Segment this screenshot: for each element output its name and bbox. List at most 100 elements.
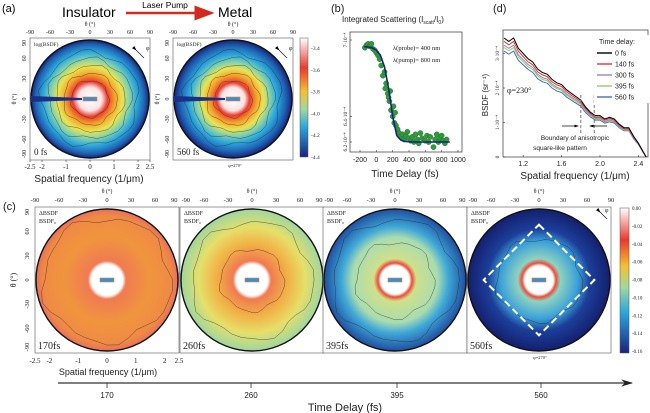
phi-270-label: φ=270°	[228, 163, 242, 168]
data-point	[417, 130, 424, 136]
panel-a: θ (°) -90 -60 -30 0 30 60 90 90 60 30 0 -30 -60 -90 θ (…	[11, 21, 320, 185]
metal-label: Metal	[218, 4, 252, 20]
x-axis-label: Time Delay (fs)	[371, 169, 438, 180]
y-tick-label: 1·10⁻⁴	[495, 115, 501, 130]
x-tick-label: 800	[436, 157, 448, 164]
y-tick-label: 2·10⁻⁴	[495, 80, 501, 95]
legend-item-label: 395 fs	[615, 84, 635, 91]
freq-tick-label: 0	[88, 163, 92, 171]
data-point	[382, 85, 389, 92]
map-time-label: 560 fs	[177, 147, 200, 157]
theta-tick-label: 0	[393, 197, 396, 204]
theta-tick-label: -90	[22, 150, 28, 158]
theta-tick-label: -60	[487, 197, 496, 204]
theta-tick-label: -30	[66, 30, 74, 36]
theta-tick-label: -90	[26, 30, 34, 36]
chart-title-part: /I	[434, 15, 438, 24]
map-quantity-label: BSDF₀	[184, 219, 201, 225]
square-pattern-boundary	[482, 223, 596, 337]
map-quantity-label: ΔBSDF	[184, 211, 204, 217]
specular-spot	[387, 277, 403, 283]
theta-tick-label: 0	[89, 30, 92, 36]
theta-tick-label: 90	[22, 40, 28, 46]
theta-tick-label: -90	[31, 197, 40, 204]
freq-tick-label: 0	[105, 357, 109, 365]
x-tick-label: 1000	[450, 157, 466, 164]
time-axis-tick-label: 260	[244, 391, 258, 400]
chart-title-part: Integrated Scattering (I	[342, 15, 423, 24]
panel-d-label: (d)	[493, 3, 506, 15]
series-line-560fs	[503, 50, 647, 158]
freq-tick-label: 1	[134, 357, 138, 365]
freq-tick-label: 1	[112, 163, 116, 171]
x-tick-label: 400	[403, 157, 415, 164]
theta-tick-label: 0	[165, 98, 171, 101]
theta-tick-label: -60	[200, 197, 209, 204]
map-quantity-label: ΔBSDF	[327, 211, 347, 217]
theta-tick-label: 0	[537, 197, 540, 204]
legend	[594, 35, 649, 103]
contour-line	[354, 242, 436, 321]
freq-tick-label: -2	[46, 357, 52, 365]
map-time-label: 260fs	[183, 341, 205, 352]
freq-tick-label: -1	[63, 163, 69, 171]
theta-tick-label: 90	[24, 209, 31, 216]
boundary-annotation: square-like pattern	[533, 145, 587, 152]
chart-title: Integrated Scattering (Iscatt/I0)	[342, 15, 444, 26]
theta-tick-label: 60	[22, 55, 28, 61]
data-point	[430, 144, 437, 150]
theta-tick-label: 90	[147, 30, 153, 36]
colorbar-tick-label: -0.02	[632, 225, 643, 230]
annotation-probe: λ(probe)= 400 nm	[393, 45, 440, 52]
theta-tick-label: -90	[469, 197, 478, 204]
theta-tick-label: 60	[440, 197, 447, 204]
chart-title-part: )	[441, 15, 444, 24]
y-tick-label: 7·10⁻⁴	[343, 32, 349, 47]
panel-d: (d) 1.2 1.6 2.0 2.4 0 1·10⁻⁴ 2·10⁻⁴ 3·10⁻⁴ BSDF (…	[481, 3, 649, 182]
beam-block-shadow	[31, 96, 82, 102]
beam-block-shadow	[174, 96, 225, 102]
theta-tick-label: -60	[46, 30, 54, 36]
theta-tick-label: 30	[165, 76, 171, 82]
theta-tick-label: 0	[24, 278, 31, 281]
theta-tick-label: -30	[367, 197, 376, 204]
legend-item-label: 0 fs	[615, 51, 627, 58]
map-time-label: 170fs	[38, 341, 60, 352]
x-tick-label: 0	[374, 157, 378, 164]
theta-tick-label: -60	[165, 136, 171, 144]
theta-tick-label: 90	[290, 30, 296, 36]
series-line-395fs	[503, 46, 647, 158]
theta-tick-label: 60	[165, 55, 171, 61]
specular-spot	[82, 96, 98, 102]
theta-tick-label: -30	[224, 197, 233, 204]
specular-spot	[225, 96, 241, 102]
chart-title-part: scatt	[423, 20, 434, 26]
colorbar-tick-label: -0.12	[632, 314, 643, 319]
map-quantity-label: log(BSDF)	[34, 41, 59, 48]
theta-tick-label: -30	[511, 197, 520, 204]
panel-c-label: (c)	[3, 201, 16, 213]
insulator-label: Insulator	[62, 4, 116, 20]
theta-tick-label: -30	[209, 30, 217, 36]
map-time-label: 395fs	[326, 341, 348, 352]
boundary-annotation: Boundary of anisotropic	[541, 135, 610, 142]
theta-tick-label: 60	[127, 30, 133, 36]
map-time-label: 0 fs	[34, 147, 48, 157]
data-point	[392, 109, 398, 116]
theta-tick-label: 60	[270, 30, 276, 36]
y-axis-label: BSDF (sr⁻¹)	[481, 73, 490, 116]
plot-frame-b	[349, 31, 463, 153]
x-axis-label: Spatial frequency (1/μm)	[520, 171, 629, 182]
freq-axis-label: Spatial frequency (1/μm)	[34, 174, 143, 185]
x-tick-label: 2.0	[595, 161, 605, 168]
colorbar-tick-label: -3.4	[311, 46, 320, 52]
colorbar-tick-label: -0.04	[632, 243, 643, 248]
time-axis-tick-label: 170	[100, 391, 114, 400]
theta-tick-label: -30	[79, 197, 88, 204]
map-quantity-label: ΔBSDF	[39, 211, 59, 217]
theta-tick-label: 0	[232, 30, 235, 36]
phi-270-label: φ=270°	[533, 355, 547, 360]
contour-line	[334, 219, 460, 343]
theta-tick-label: -60	[189, 30, 197, 36]
theta-tick-label: -60	[24, 324, 31, 333]
